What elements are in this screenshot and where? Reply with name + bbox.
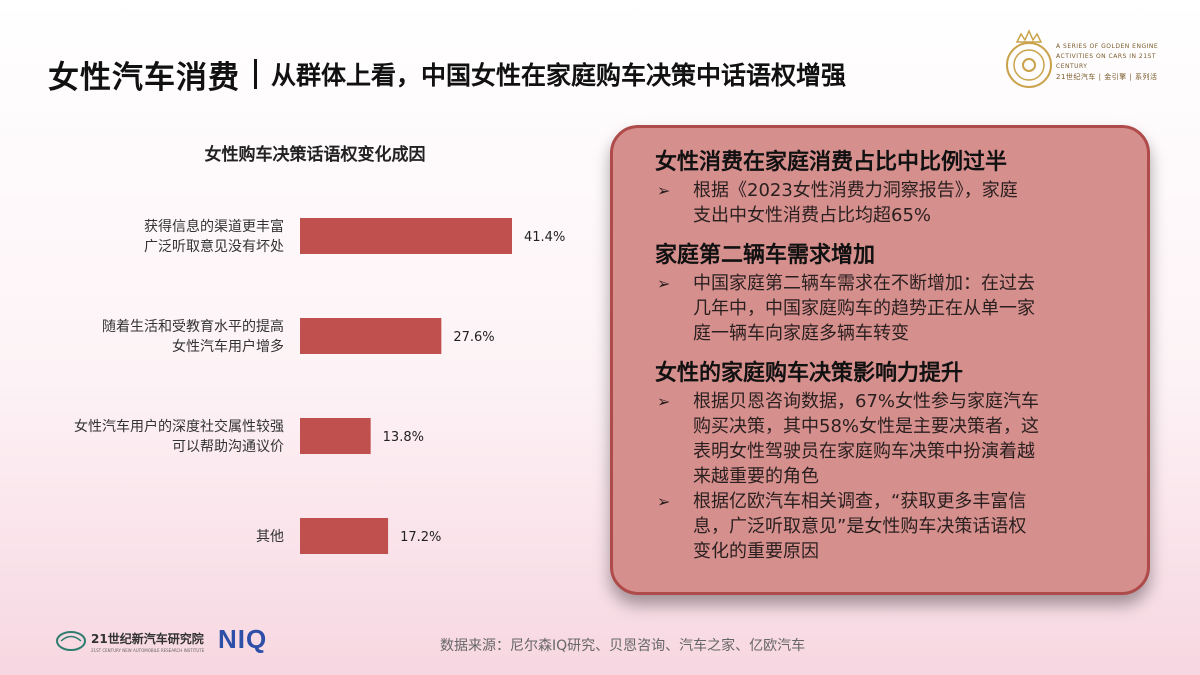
bullet-text: 根据贝恩咨询数据，67%女性参与家庭汽车 购买决策，其中58%女性是主要决策者，这…	[693, 389, 1107, 489]
category-label-4-line-1: 其他	[256, 529, 284, 545]
bullet-arrow-icon: ➢	[657, 492, 671, 511]
panel-bullet: ➢ 根据亿欧汽车相关调查，“获取更多丰富信 息，广泛听取意见”是女性购车决策话语权变…	[655, 489, 1107, 564]
crown-emblem-icon	[1006, 29, 1052, 88]
bullet-text-line: 来越重要的角色	[693, 466, 819, 487]
bullet-text: 根据《2023女性消费力洞察报告》，家庭 支出中女性消费占比均超65%	[693, 178, 1107, 228]
bar-3	[300, 418, 371, 454]
bar-4	[300, 518, 389, 554]
panel-section-title: 女性的家庭购车决策影响力提升	[655, 361, 964, 386]
bar-2	[300, 318, 442, 354]
brand-line-2: ACTIVITIES ON CARS IN 21ST CENTURY	[1056, 53, 1157, 70]
panel-section-title: 家庭第二辆车需求增加	[655, 243, 876, 268]
bullet-text-line: 息，广泛听取意见”是女性购车决策话语权	[693, 516, 1027, 537]
bar-value-label-1: 41.4%	[524, 230, 565, 245]
category-label-2-line-2: 女性汽车用户增多	[172, 338, 284, 355]
category-label-2-line-1: 随着生活和受教育水平的提高	[102, 318, 284, 335]
title-subtitle: 从群体上看，中国女性在家庭购车决策中话语权增强	[271, 61, 847, 90]
bullet-text: 中国家庭第二辆车需求在不断增加：在过去 几年中，中国家庭购车的趋势正在从单一家 庭一…	[693, 271, 1107, 346]
golden-engine-logo: A SERIES OF GOLDEN ENGINE ACTIVITIES ON …	[1003, 28, 1173, 98]
category-label-1-line-2: 广泛听取意见没有坏处	[144, 238, 284, 255]
panel-bullet: ➢ 中国家庭第二辆车需求在不断增加：在过去 几年中，中国家庭购车的趋势正在从单一家庭…	[655, 271, 1107, 346]
institute-name: 21世纪新汽车研究院	[91, 631, 204, 646]
page-title: 女性汽车消费 从群体上看，中国女性在家庭购车决策中话语权增强	[48, 52, 846, 96]
brand-text: A SERIES OF GOLDEN ENGINE ACTIVITIES ON …	[1056, 42, 1173, 82]
chart-title: 女性购车决策话语权变化成因	[204, 145, 426, 165]
bullet-text-line: 根据贝恩咨询数据，67%女性参与家庭汽车	[693, 391, 1040, 412]
institute-en: 21ST CENTURY NEW AUTOMOBILE RESEARCH INS…	[91, 648, 205, 653]
bullet-arrow-icon: ➢	[657, 274, 671, 293]
panel-section-title: 女性消费在家庭消费占比中比例过半	[655, 150, 1008, 175]
institute-logo: 21世纪新汽车研究院 21ST CENTURY NEW AUTOMOBILE R…	[55, 628, 215, 656]
category-label-3-line-1: 女性汽车用户的深度社交属性较强	[74, 418, 284, 435]
panel-section-3: 女性的家庭购车决策影响力提升 ➢ 根据贝恩咨询数据，67%女性参与家庭汽车 购买决策，…	[655, 359, 1107, 564]
info-panel: 女性消费在家庭消费占比中比例过半 ➢ 根据《2023女性消费力洞察报告》，家庭 支出中…	[610, 125, 1150, 595]
category-label-1-line-1: 获得信息的渠道更丰富	[144, 218, 284, 235]
panel-bullet: ➢ 根据《2023女性消费力洞察报告》，家庭 支出中女性消费占比均超65%	[655, 178, 1107, 228]
niq-logo: NIQ	[218, 624, 268, 654]
bar-1	[300, 218, 512, 254]
panel-section-2: 家庭第二辆车需求增加 ➢ 中国家庭第二辆车需求在不断增加：在过去 几年中，中国家庭购车…	[655, 241, 1107, 346]
bullet-text-line: 几年中，中国家庭购车的趋势正在从单一家	[693, 298, 1035, 319]
bullet-text-line: 中国家庭第二辆车需求在不断增加：在过去	[693, 273, 1035, 294]
brand-line-3: 21世纪汽车 | 金引擎 | 系列活	[1056, 73, 1158, 81]
bullet-text-line: 根据亿欧汽车相关调查，“获取更多丰富信	[693, 491, 1027, 512]
bullet-text-line: 支出中女性消费占比均超65%	[693, 205, 932, 226]
bullet-text: 根据亿欧汽车相关调查，“获取更多丰富信 息，广泛听取意见”是女性购车决策话语权 变化…	[693, 489, 1107, 564]
bullet-arrow-icon: ➢	[657, 392, 671, 411]
bullet-arrow-icon: ➢	[657, 181, 671, 200]
title-main: 女性汽车消费	[48, 59, 240, 96]
institute-icon	[56, 631, 86, 651]
category-label-3-line-2: 可以帮助沟通议价	[172, 439, 284, 455]
bar-value-label-2: 27.6%	[453, 330, 494, 345]
bar-value-label-4: 17.2%	[400, 530, 441, 545]
brand-line-1: A SERIES OF GOLDEN ENGINE	[1056, 43, 1159, 50]
bullet-text-line: 购买决策，其中58%女性是主要决策者，这	[693, 416, 1040, 437]
bullet-text-line: 庭一辆车向家庭多辆车转变	[693, 323, 909, 344]
bullet-text-line: 根据《2023女性消费力洞察报告》，家庭	[693, 180, 1018, 201]
panel-bullet: ➢ 根据贝恩咨询数据，67%女性参与家庭汽车 购买决策，其中58%女性是主要决策者，…	[655, 389, 1107, 489]
bullet-text-line: 变化的重要原因	[693, 541, 819, 562]
data-source: 数据来源：尼尔森IQ研究、贝恩咨询、汽车之家、亿欧汽车	[440, 638, 806, 654]
panel-section-1: 女性消费在家庭消费占比中比例过半 ➢ 根据《2023女性消费力洞察报告》，家庭 支出中…	[655, 148, 1107, 228]
title-divider	[254, 59, 257, 89]
bar-value-label-3: 13.8%	[383, 430, 424, 445]
bullet-text-line: 表明女性驾驶员在家庭购车决策中扮演着越	[693, 441, 1035, 462]
